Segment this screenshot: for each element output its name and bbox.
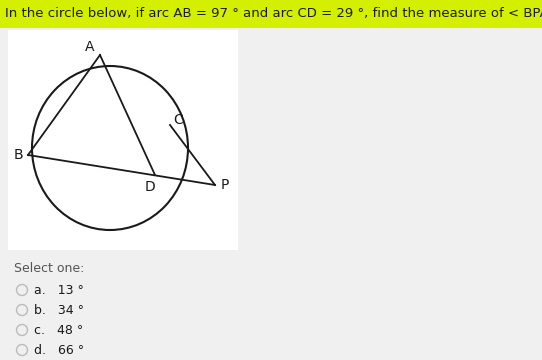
Text: d.   66 °: d. 66 ° bbox=[34, 343, 84, 356]
Text: a.   13 °: a. 13 ° bbox=[34, 284, 84, 297]
Text: P: P bbox=[221, 178, 229, 192]
Text: A: A bbox=[85, 40, 95, 54]
Text: b.   34 °: b. 34 ° bbox=[34, 303, 84, 316]
Text: D: D bbox=[145, 180, 156, 194]
Text: c.   48 °: c. 48 ° bbox=[34, 324, 83, 337]
Text: B: B bbox=[13, 148, 23, 162]
Text: In the circle below, if arc AB = 97 ° and arc CD = 29 °, find the measure of < B: In the circle below, if arc AB = 97 ° an… bbox=[5, 8, 542, 21]
Bar bbox=[8, 30, 238, 250]
Text: C: C bbox=[173, 113, 183, 127]
Bar bbox=[0, 0, 542, 28]
Text: Select one:: Select one: bbox=[14, 261, 85, 274]
